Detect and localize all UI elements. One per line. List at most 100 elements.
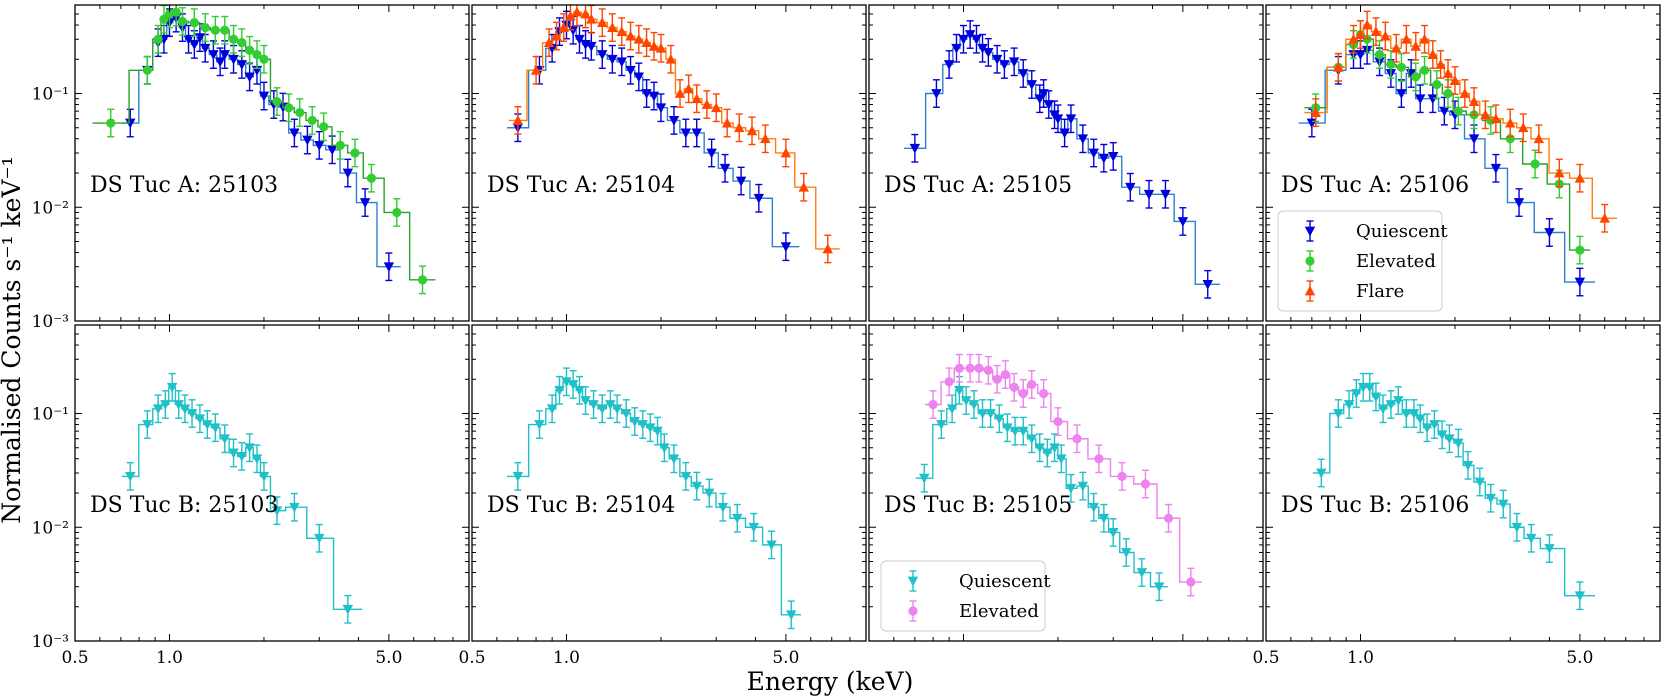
data-point bbox=[1401, 399, 1412, 428]
marker bbox=[219, 50, 230, 60]
data-point bbox=[597, 8, 608, 38]
marker bbox=[1088, 148, 1099, 159]
data-point bbox=[1505, 108, 1516, 138]
data-point bbox=[605, 390, 616, 419]
data-point bbox=[706, 138, 717, 168]
marker bbox=[1411, 72, 1421, 82]
data-point bbox=[258, 81, 270, 111]
y-tick-label: 10⁻² bbox=[32, 518, 69, 538]
marker bbox=[1385, 400, 1397, 410]
legend-entry: Quiescent bbox=[1304, 220, 1448, 242]
data-point bbox=[1380, 21, 1391, 51]
data-point bbox=[1468, 124, 1480, 154]
data-point bbox=[786, 600, 797, 630]
data-point bbox=[597, 40, 608, 69]
data-point bbox=[551, 21, 562, 51]
marker bbox=[571, 6, 583, 17]
data-point bbox=[717, 492, 729, 522]
data-point bbox=[954, 353, 964, 383]
data-point bbox=[171, 5, 181, 27]
panel-frame bbox=[868, 324, 1264, 642]
panel-frame bbox=[74, 324, 470, 642]
data-point bbox=[1361, 10, 1373, 40]
data-point bbox=[625, 55, 636, 85]
marker bbox=[319, 122, 329, 132]
data-point bbox=[1018, 379, 1028, 408]
marker bbox=[1351, 389, 1362, 399]
marker bbox=[543, 37, 555, 48]
marker bbox=[1530, 159, 1540, 169]
data-point bbox=[1575, 235, 1585, 265]
data-point bbox=[746, 116, 758, 146]
data-point bbox=[701, 90, 713, 119]
data-point bbox=[633, 62, 645, 92]
marker bbox=[655, 103, 667, 114]
marker bbox=[142, 65, 152, 75]
marker bbox=[1442, 68, 1454, 78]
marker bbox=[1121, 548, 1132, 558]
marker bbox=[366, 173, 377, 183]
panel-frame bbox=[868, 4, 1264, 322]
marker bbox=[1453, 438, 1464, 449]
data-point bbox=[183, 24, 194, 54]
marker bbox=[1439, 106, 1450, 117]
data-point bbox=[1094, 444, 1104, 474]
marker bbox=[214, 57, 226, 68]
data-point bbox=[958, 24, 969, 54]
data-point bbox=[668, 444, 680, 474]
marker bbox=[668, 454, 680, 465]
data-point bbox=[1002, 413, 1013, 443]
data-point bbox=[1530, 149, 1540, 179]
marker bbox=[944, 377, 954, 387]
data-point bbox=[983, 355, 993, 385]
data-point bbox=[1160, 179, 1171, 209]
marker bbox=[558, 22, 569, 32]
panel-4: DS Tuc A: 25106 Quiescent Elevated Flare bbox=[1265, 4, 1661, 322]
panel-title: DS Tuc A: 25103 bbox=[90, 173, 278, 198]
panel-3: DS Tuc A: 25105 bbox=[868, 4, 1264, 322]
marker bbox=[1468, 96, 1480, 106]
data-point bbox=[259, 44, 269, 74]
marker bbox=[1544, 228, 1555, 238]
data-point bbox=[1474, 467, 1486, 497]
data-point bbox=[960, 386, 972, 415]
marker bbox=[798, 181, 809, 192]
marker bbox=[392, 207, 402, 218]
marker bbox=[1421, 423, 1433, 434]
marker bbox=[580, 396, 591, 406]
data-point bbox=[1377, 394, 1389, 424]
data-point bbox=[1485, 483, 1496, 513]
marker bbox=[965, 363, 975, 373]
marker bbox=[1505, 117, 1516, 128]
marker bbox=[928, 399, 938, 410]
data-point bbox=[284, 93, 294, 123]
marker bbox=[210, 423, 221, 434]
data-point bbox=[680, 461, 692, 491]
data-point bbox=[252, 40, 262, 69]
marker bbox=[964, 30, 976, 40]
marker bbox=[152, 404, 164, 415]
legend-label: Flare bbox=[1356, 281, 1404, 302]
data-point bbox=[1186, 567, 1196, 597]
marker bbox=[919, 473, 930, 484]
data-point bbox=[665, 44, 677, 74]
data-point bbox=[936, 410, 947, 439]
marker bbox=[954, 385, 965, 396]
panel-6: 0.5 1.0 5.0 DS Tuc B: 25104 bbox=[458, 324, 867, 668]
data-point bbox=[1008, 47, 1020, 77]
marker bbox=[1393, 396, 1404, 406]
y-axis-label: Normalised Counts s⁻¹ keV⁻¹ bbox=[0, 156, 26, 523]
marker bbox=[1427, 94, 1439, 105]
legend-label: Elevated bbox=[959, 601, 1039, 622]
marker bbox=[711, 102, 722, 113]
marker bbox=[1480, 109, 1491, 120]
marker bbox=[1533, 133, 1545, 144]
marker bbox=[1518, 122, 1529, 133]
data-point bbox=[200, 13, 210, 42]
data-point bbox=[999, 50, 1010, 79]
data-point bbox=[530, 55, 542, 85]
data-point bbox=[166, 372, 178, 402]
marker bbox=[588, 400, 599, 410]
data-point bbox=[1421, 413, 1433, 443]
